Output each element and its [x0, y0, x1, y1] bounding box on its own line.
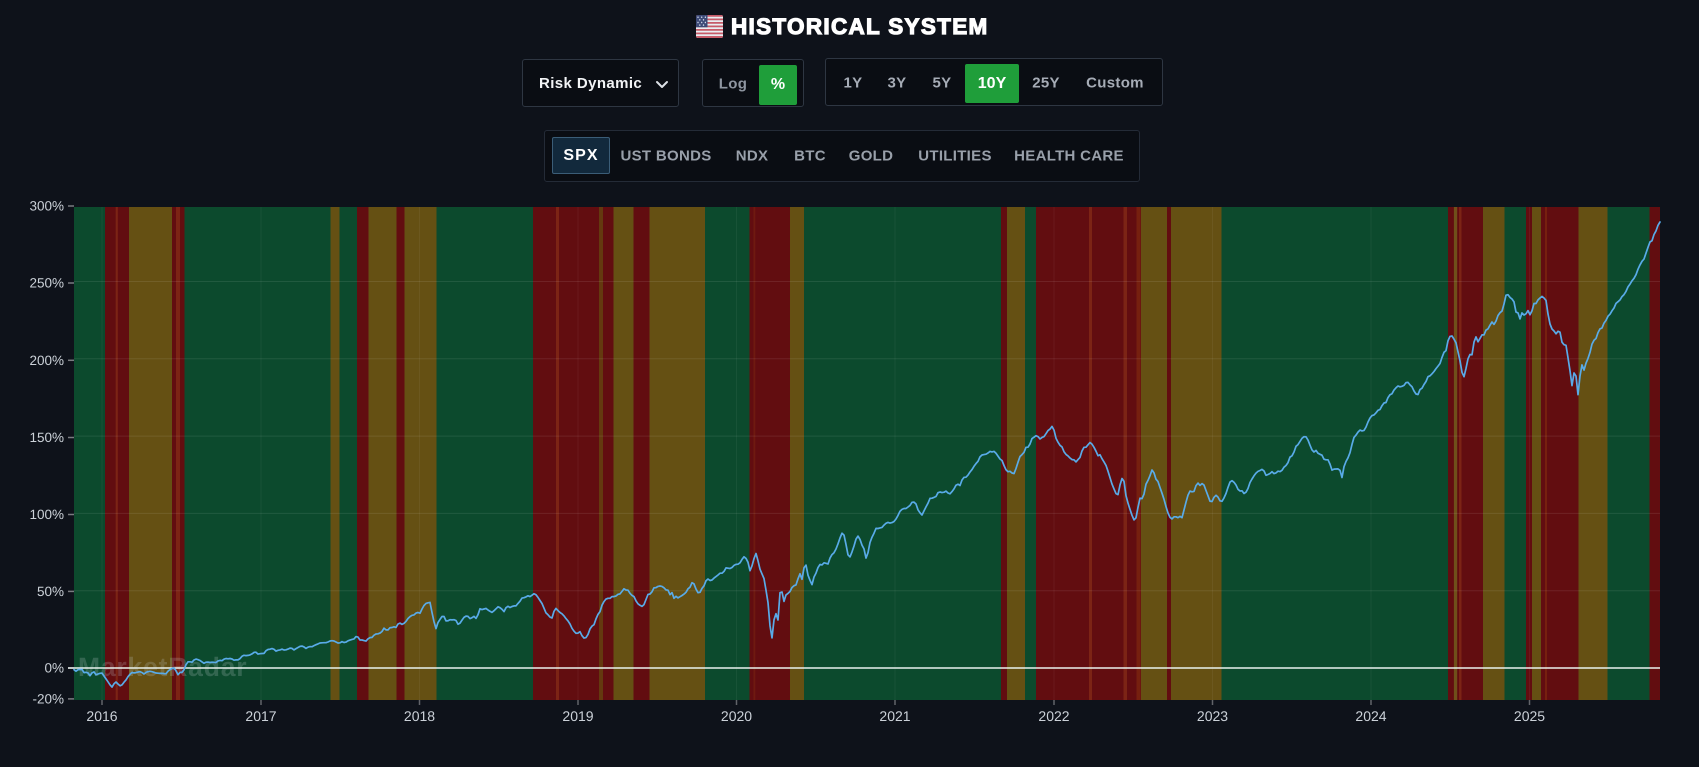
svg-text:MarketRadar: MarketRadar [78, 652, 247, 682]
svg-text:200%: 200% [29, 353, 64, 368]
svg-text:150%: 150% [29, 430, 64, 445]
svg-text:0%: 0% [44, 661, 64, 676]
svg-text:50%: 50% [37, 584, 64, 599]
svg-text:2016: 2016 [86, 708, 117, 724]
svg-text:-20%: -20% [32, 691, 64, 706]
svg-text:2018: 2018 [404, 708, 435, 724]
svg-text:2025: 2025 [1514, 708, 1545, 724]
svg-text:2019: 2019 [562, 708, 593, 724]
svg-text:300%: 300% [29, 199, 64, 214]
svg-text:HISTORICAL SYSTEM: HISTORICAL SYSTEM [731, 14, 989, 39]
svg-text:2021: 2021 [879, 708, 910, 724]
svg-text:250%: 250% [29, 276, 64, 291]
svg-text:2023: 2023 [1197, 708, 1228, 724]
svg-text:100%: 100% [29, 507, 64, 522]
svg-text:2022: 2022 [1038, 708, 1069, 724]
svg-text:2020: 2020 [721, 708, 752, 724]
svg-text:2017: 2017 [245, 708, 276, 724]
svg-text:2024: 2024 [1355, 708, 1386, 724]
